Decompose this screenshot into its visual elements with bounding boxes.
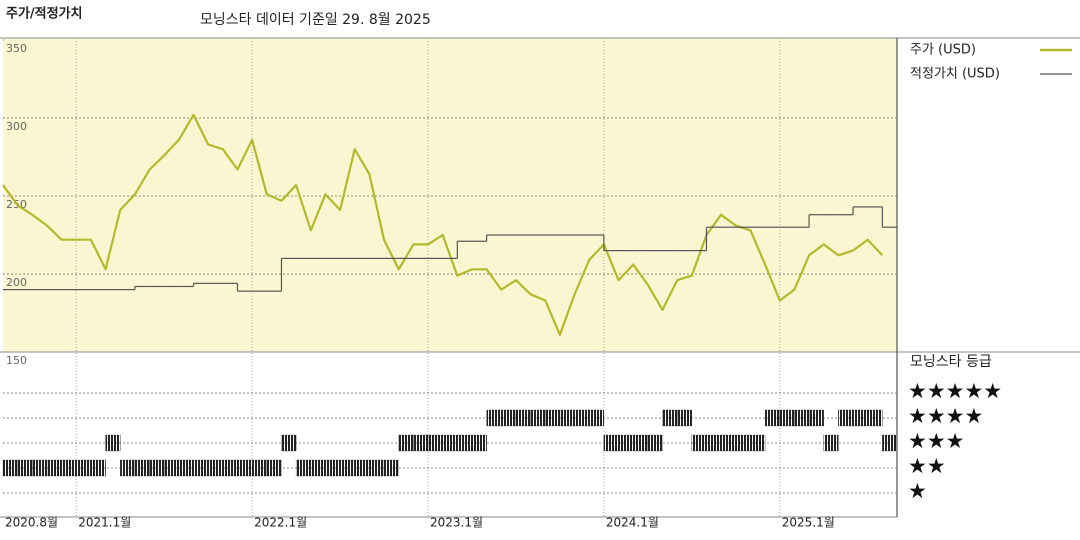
- x-tick-label: 2022.1월: [254, 516, 307, 530]
- rating-bar: [222, 459, 238, 477]
- rating-bar: [164, 459, 180, 477]
- rating-bar: [17, 459, 33, 477]
- chart-subtitle: 모닝스타 데이터 기준일 29. 8월 2025: [200, 12, 431, 28]
- rating-bar: [794, 409, 810, 427]
- rating-bar: [76, 459, 92, 477]
- chart-title: 주가/적정가치: [6, 6, 83, 22]
- rating-bar: [662, 409, 678, 427]
- rating-label: ★★: [908, 454, 946, 478]
- y-tick-label: 300: [6, 120, 27, 133]
- x-tick-label: 2020.8월: [5, 516, 58, 530]
- rating-bar: [750, 434, 766, 452]
- rating-bar: [530, 409, 546, 427]
- rating-bar: [295, 459, 311, 477]
- rating-bar: [559, 409, 575, 427]
- price-line: [2, 113, 884, 336]
- rating-bar: [545, 409, 561, 427]
- x-tick-label: 2021.1월: [78, 516, 131, 530]
- rating-bar: [369, 459, 385, 477]
- rating-bar: [339, 459, 355, 477]
- rating-bar: [383, 459, 399, 477]
- rating-bar: [427, 434, 443, 452]
- rating-bar: [618, 434, 634, 452]
- rating-bar: [413, 434, 429, 452]
- rating-bar: [281, 434, 297, 452]
- rating-bar: [471, 434, 487, 452]
- rating-bar: [457, 434, 473, 452]
- rating-bar: [310, 459, 326, 477]
- rating-bar: [120, 459, 136, 477]
- rating-bar: [838, 409, 854, 427]
- rating-bar: [647, 434, 663, 452]
- rating-bar: [501, 409, 517, 427]
- rating-bar: [677, 409, 692, 427]
- x-tick-label: 2024.1월: [606, 516, 659, 530]
- rating-bar: [2, 459, 18, 477]
- rating-bar: [61, 459, 77, 477]
- rating-bar: [852, 409, 868, 427]
- rating-bar: [764, 409, 780, 427]
- rating-bar: [193, 459, 209, 477]
- y-tick-label: 350: [6, 42, 27, 55]
- rating-bar: [486, 409, 502, 427]
- rating-bar: [808, 409, 824, 427]
- rating-bar: [442, 434, 458, 452]
- rating-bar: [90, 459, 106, 477]
- rating-bar: [735, 434, 751, 452]
- x-tick-label: 2025.1월: [782, 516, 835, 530]
- rating-bar: [398, 434, 414, 452]
- rating-bar: [515, 409, 531, 427]
- rating-bar: [706, 434, 722, 452]
- legend-label: 주가 (USD): [910, 43, 976, 58]
- rating-bar: [354, 459, 370, 477]
- rating-bar: [867, 409, 883, 427]
- rating-bar: [149, 459, 165, 477]
- rating-bar: [237, 459, 253, 477]
- rating-bar: [208, 459, 223, 477]
- y-tick-label: 150: [6, 354, 27, 367]
- rating-label: ★★★: [908, 429, 964, 453]
- rating-bar: [589, 409, 605, 427]
- rating-bar: [691, 434, 707, 452]
- x-tick-label: 2023.1월: [430, 516, 483, 530]
- rating-bar: [882, 434, 898, 452]
- rating-label: ★: [908, 479, 927, 503]
- rating-bar: [266, 459, 282, 477]
- y-tick-label: 200: [6, 276, 27, 289]
- rating-bar: [178, 459, 194, 477]
- rating-bar: [779, 409, 795, 427]
- rating-bar: [134, 459, 150, 477]
- rating-bar: [633, 434, 649, 452]
- rating-bar: [574, 409, 590, 427]
- rating-bar: [46, 459, 62, 477]
- rating-label: ★★★★★: [908, 379, 1002, 403]
- rating-bar: [325, 459, 341, 477]
- price-panel: [3, 38, 897, 352]
- rating-title: 모닝스타 등급: [910, 354, 992, 370]
- rating-bar: [823, 434, 839, 452]
- rating-bar: [251, 459, 267, 477]
- legend-label: 적정가치 (USD): [910, 67, 1000, 82]
- rating-bar: [603, 434, 619, 452]
- rating-label: ★★★★: [908, 404, 983, 428]
- rating-bar: [32, 459, 48, 477]
- rating-bar: [105, 434, 121, 452]
- rating-bar: [720, 434, 736, 452]
